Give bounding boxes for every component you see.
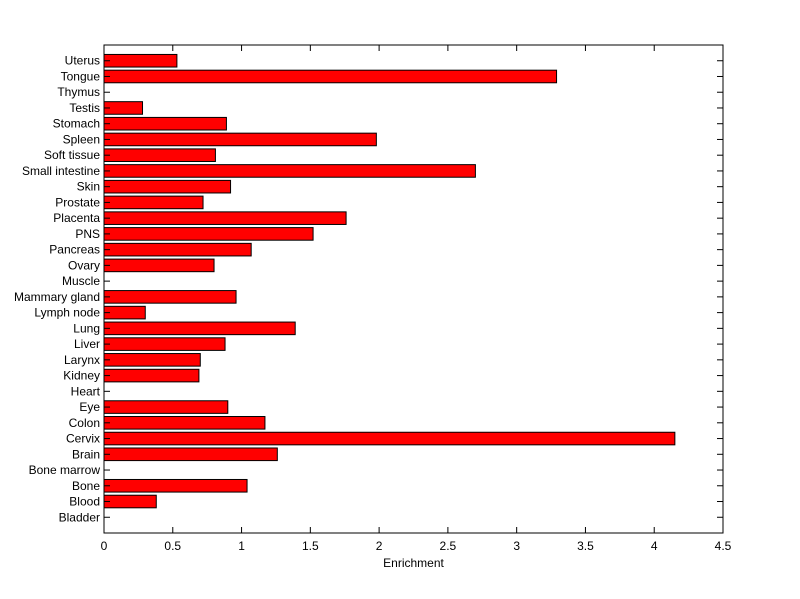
x-tick-label: 0 (101, 539, 108, 553)
bar (103, 321, 296, 336)
x-tick-label: 2 (376, 539, 383, 553)
y-tick-label: Muscle (62, 274, 100, 288)
bar (103, 227, 314, 241)
bar (103, 242, 252, 257)
y-tick-label: Bladder (59, 510, 100, 524)
bar (103, 431, 676, 446)
y-tick-label: Liver (74, 337, 100, 351)
y-tick-label: Lymph node (34, 306, 100, 320)
bar (103, 195, 204, 210)
bar (103, 337, 226, 351)
y-tick-label: Bone marrow (29, 463, 101, 477)
y-tick-label: Stomach (53, 117, 100, 131)
y-tick-label: Larynx (64, 353, 100, 367)
bar (103, 116, 227, 131)
y-tick-label: Mammary gland (14, 290, 100, 304)
bar (103, 179, 232, 194)
bar (103, 53, 178, 68)
x-tick-label: 0.5 (164, 539, 181, 553)
y-tick-label: Tongue (61, 69, 101, 83)
y-tick-label: PNS (75, 227, 100, 241)
y-tick-label: Prostate (55, 195, 100, 209)
bar (103, 148, 216, 162)
x-tick-label: 1 (238, 539, 245, 553)
y-tick-label: Placenta (53, 211, 100, 225)
y-tick-label: Kidney (63, 369, 100, 383)
bar (103, 211, 347, 225)
bar (103, 494, 157, 509)
y-tick-label: Blood (69, 495, 100, 509)
bar (103, 447, 278, 462)
plot-frame (103, 44, 724, 534)
x-tick-label: 4.5 (715, 539, 732, 553)
bar (103, 69, 558, 84)
y-tick-label: Brain (72, 447, 100, 461)
y-tick-label: Cervix (66, 432, 100, 446)
y-tick-label: Small intestine (22, 164, 100, 178)
bar (103, 164, 476, 178)
x-tick-label: 4 (651, 539, 658, 553)
x-tick-label: 1.5 (302, 539, 319, 553)
y-tick-label: Testis (69, 101, 100, 115)
y-tick-label: Thymus (57, 85, 100, 99)
y-tick-label: Bone (72, 479, 100, 493)
bar (103, 353, 201, 367)
bar (103, 478, 248, 493)
y-tick-label: Pancreas (49, 243, 100, 257)
bar (103, 258, 215, 273)
y-tick-label: Spleen (63, 132, 100, 146)
bar (103, 290, 237, 304)
x-tick-label: 3 (513, 539, 520, 553)
bar (103, 305, 146, 320)
x-tick-label: 2.5 (440, 539, 457, 553)
x-axis-label: Enrichment (383, 556, 444, 570)
y-tick-label: Skin (77, 180, 100, 194)
y-tick-label: Uterus (65, 54, 100, 68)
bar (103, 368, 200, 383)
y-tick-label: Soft tissue (44, 148, 100, 162)
y-tick-label: Eye (79, 400, 100, 414)
bar (103, 400, 229, 414)
y-tick-label: Heart (71, 384, 101, 398)
y-tick-label: Lung (73, 321, 100, 335)
y-tick-label: Colon (69, 416, 100, 430)
y-tick-label: Ovary (68, 258, 100, 272)
bar (103, 132, 377, 147)
x-ticks-group: 0 0.5 1 1.5 2 2.5 3 3.5 4 4.5 (101, 45, 732, 553)
x-tick-label: 3.5 (577, 539, 594, 553)
bar (103, 416, 266, 430)
